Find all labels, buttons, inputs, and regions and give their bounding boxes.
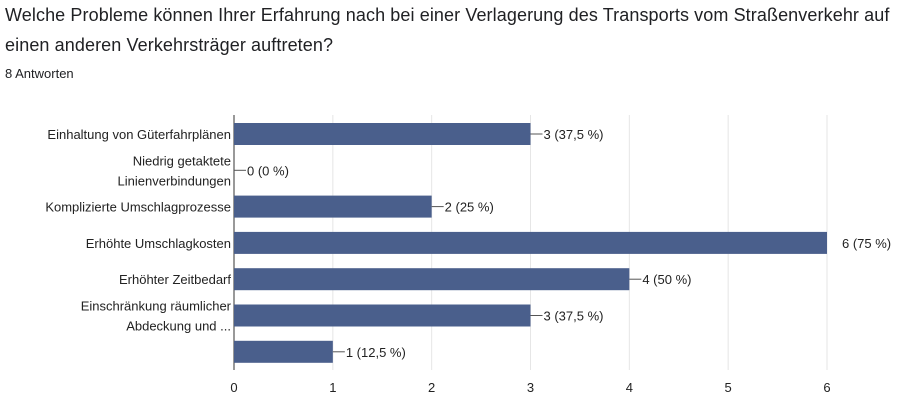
category-label: Linienverbindungen [118,173,231,188]
data-label: 2 (25 %) [445,200,494,215]
x-tick-label: 0 [230,380,237,395]
x-tick-label: 4 [626,380,633,395]
x-tick-label: 5 [725,380,732,395]
bar [234,268,630,291]
data-label: 1 (12,5 %) [346,345,406,360]
category-label: Erhöhter Zeitbedarf [119,272,231,287]
category-label: Niedrig getaktete [133,153,231,168]
data-label: 3 (37,5 %) [544,127,604,142]
category-label: Komplizierte Umschlagprozesse [45,200,231,215]
category-label: Erhöhte Umschlagkosten [86,236,231,251]
bar [234,195,432,218]
category-label: Einhaltung von Güterfahrplänen [47,127,231,142]
x-tick-label: 3 [527,380,534,395]
response-count: 8 Antworten [5,66,74,81]
category-label: Einschränkung räumlicher [81,299,232,314]
data-label: 6 (75 %) [842,236,891,251]
bar [234,231,827,254]
bar [234,123,531,145]
x-tick-label: 1 [329,380,336,395]
x-tick-label: 6 [823,380,830,395]
data-label: 3 (37,5 %) [544,309,604,324]
bar [234,304,531,327]
x-tick-label: 2 [428,380,435,395]
question-title: Welche Probleme können Ihrer Erfahrung n… [5,5,890,55]
data-label: 4 (50 %) [642,272,691,287]
bar [234,340,333,363]
category-label: Abdeckung und ... [126,319,231,334]
data-label: 0 (0 %) [247,163,289,178]
